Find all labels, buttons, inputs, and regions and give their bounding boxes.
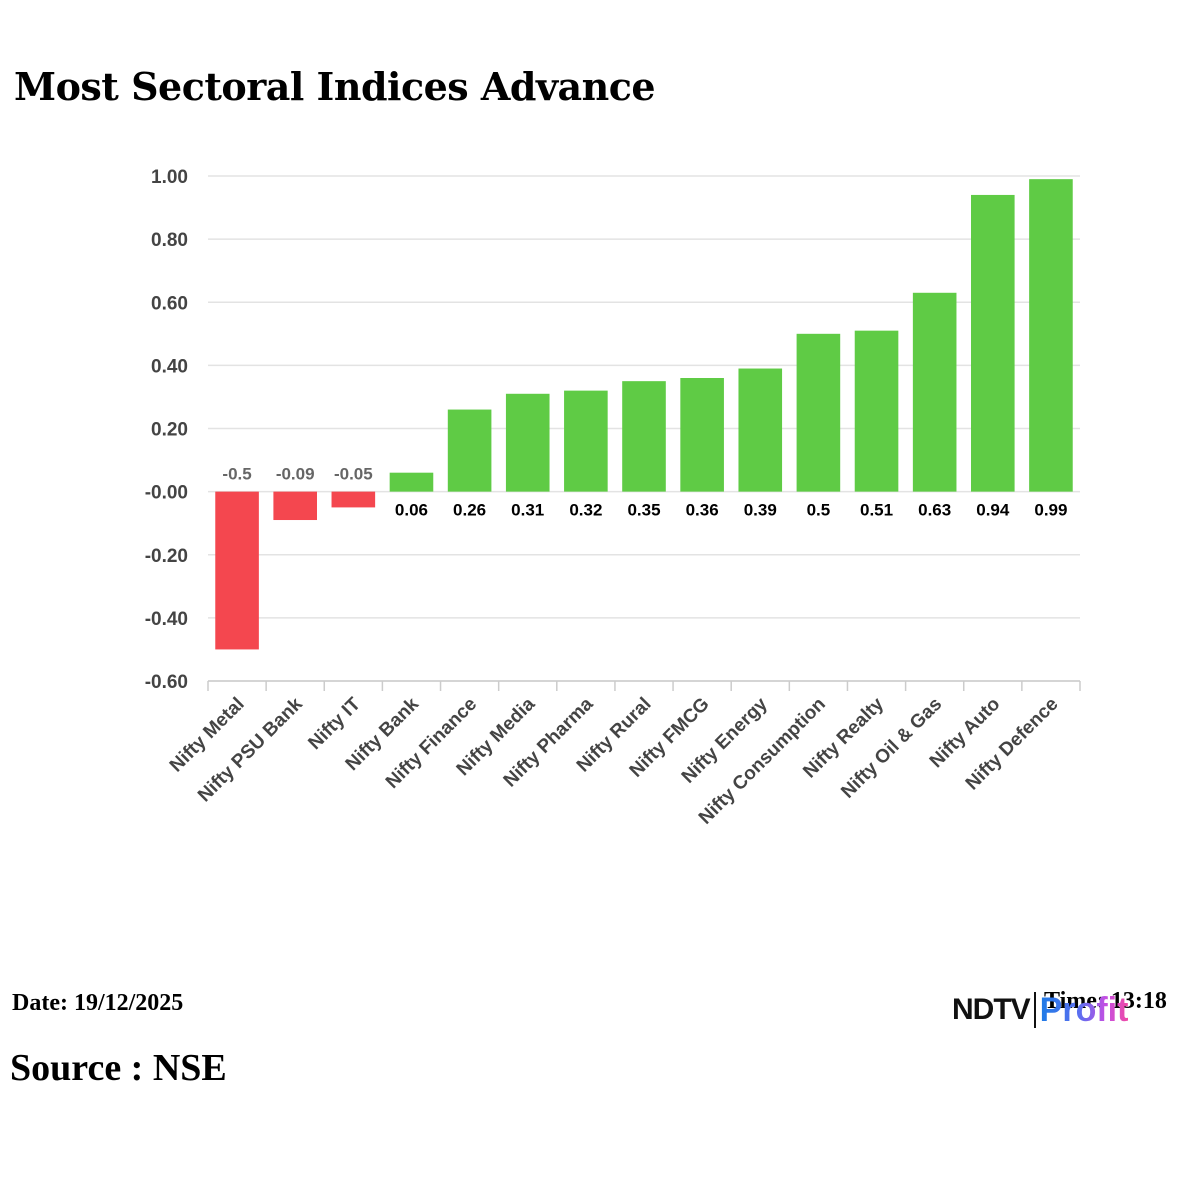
date-label: Date: 19/12/2025 bbox=[12, 990, 184, 1016]
data-label: 0.51 bbox=[860, 501, 893, 520]
bar bbox=[447, 409, 492, 492]
data-label: -0.5 bbox=[222, 465, 251, 484]
bar bbox=[1029, 179, 1073, 492]
logo-ndtv-text: NDTV bbox=[952, 993, 1031, 1026]
logo-profit-text: Profit bbox=[1039, 990, 1129, 1029]
bar bbox=[738, 368, 783, 492]
time-label: Time: 13:18 bbox=[1044, 988, 1167, 1014]
bar bbox=[389, 472, 434, 492]
data-label: 0.99 bbox=[1034, 501, 1067, 520]
bar bbox=[680, 378, 724, 492]
bar bbox=[854, 330, 899, 492]
y-tick-label: -0.60 bbox=[145, 672, 188, 693]
bar bbox=[564, 390, 608, 492]
data-label: 0.94 bbox=[976, 501, 1010, 520]
y-tick-label: -0.20 bbox=[145, 546, 188, 567]
category-label: Nifty Oil & Gas bbox=[837, 694, 946, 803]
bar bbox=[971, 194, 1015, 492]
data-label: 0.63 bbox=[918, 501, 951, 520]
data-label: -0.09 bbox=[276, 465, 315, 484]
source-label: Source : NSE bbox=[10, 1047, 227, 1089]
data-label: 0.26 bbox=[453, 501, 486, 520]
y-tick-label: 0.60 bbox=[151, 293, 188, 314]
data-label: 0.32 bbox=[569, 501, 602, 520]
data-label: -0.05 bbox=[334, 465, 373, 484]
bar bbox=[273, 491, 317, 521]
y-tick-label: -0.00 bbox=[145, 483, 188, 504]
y-tick-label: 0.80 bbox=[151, 230, 188, 251]
ndtv-profit-logo: NDTV Profit bbox=[952, 988, 1188, 1032]
y-tick-label: 0.20 bbox=[151, 420, 188, 441]
bar bbox=[912, 292, 957, 492]
data-label: 0.36 bbox=[686, 501, 719, 520]
data-label: 0.35 bbox=[627, 501, 660, 520]
page-title: Most Sectoral Indices Advance bbox=[14, 64, 656, 109]
data-label: 0.5 bbox=[807, 501, 831, 520]
bar bbox=[215, 491, 259, 650]
bar-chart: 1.00 0.80 0.60 0.40 0.20 -0.00 -0.20 -0.40 -0.60… bbox=[145, 167, 1081, 829]
y-tick-label: 0.40 bbox=[151, 356, 188, 377]
bar bbox=[622, 381, 666, 492]
bar bbox=[505, 393, 550, 492]
logo-divider bbox=[1033, 992, 1036, 1028]
data-label: 0.06 bbox=[395, 501, 428, 520]
category-label: Nifty PSU Bank bbox=[194, 693, 307, 806]
bar bbox=[796, 333, 841, 492]
data-label: 0.39 bbox=[744, 501, 777, 520]
y-tick-label: 1.00 bbox=[151, 167, 188, 188]
bar bbox=[331, 491, 376, 508]
y-tick-label: -0.40 bbox=[145, 609, 188, 630]
data-label: 0.31 bbox=[511, 501, 544, 520]
